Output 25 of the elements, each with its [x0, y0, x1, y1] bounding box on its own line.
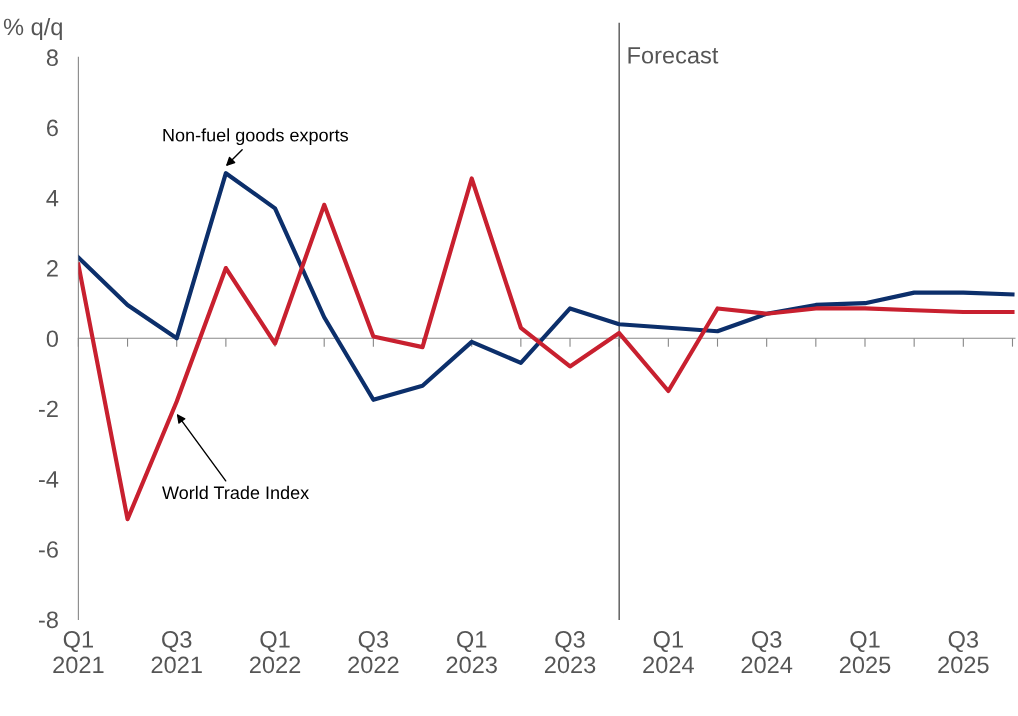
x-tick-label: Q3 2024 [741, 631, 793, 674]
y-tick-label: 0 [46, 330, 59, 348]
y-tick-label: -8 [39, 611, 58, 629]
x-tick-label: Q3 2022 [348, 631, 399, 674]
x-tick-label: Q1 2023 [446, 631, 497, 674]
y-axis-title: % q/q [3, 17, 62, 40]
y-tick-label: -2 [39, 400, 58, 418]
line-series [78, 171, 1015, 402]
y-tick-label: 4 [46, 190, 59, 207]
y-tick-label: 2 [47, 260, 58, 277]
y-tick-label: -4 [39, 471, 59, 488]
y-tick-label: -6 [39, 541, 58, 558]
x-tick-label: Q1 2024 [643, 631, 694, 674]
series-label: World Trade Index [162, 485, 309, 500]
line-series [78, 176, 1015, 522]
x-tick-label: Q3 2021 [151, 631, 202, 674]
y-tick-label: 6 [47, 119, 58, 137]
y-tick-label: 8 [46, 49, 58, 67]
x-tick-label: Q3 2025 [938, 631, 989, 674]
text: Non-fuel goods exports [163, 128, 348, 146]
x-tick-label: Q1 2025 [839, 631, 891, 674]
x-tick-label: Q3 2023 [544, 631, 596, 674]
x-tick-label: Q1 2021 [53, 631, 104, 674]
x-tick-label: Q1 2022 [249, 631, 301, 674]
annotation: Forecast [628, 47, 719, 64]
